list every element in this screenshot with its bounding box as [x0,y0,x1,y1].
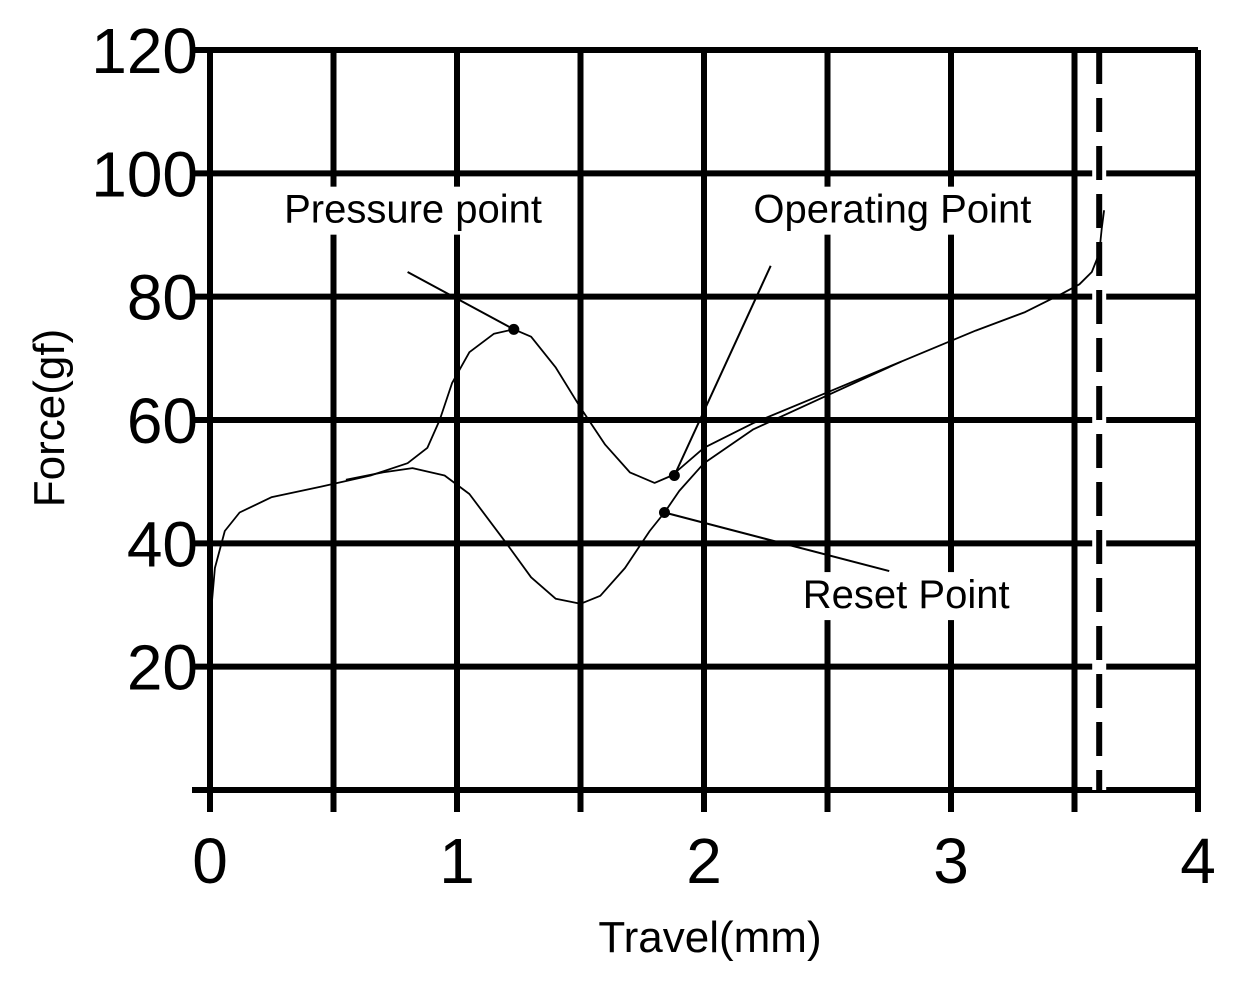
x-tick-label: 2 [686,825,722,897]
x-tick-label: 1 [439,825,475,897]
operating-leader-line [673,265,772,476]
y-tick-label: 40 [127,508,198,580]
reset-point-label: Reset Point [803,573,1010,617]
x-tick-label: 4 [1180,825,1216,897]
operating-point-label: Operating Point [753,188,1031,232]
operating-label-background [749,186,1036,235]
pressure-leader-line [407,271,515,331]
y-tick-label: 20 [127,632,198,704]
y-tick-label: 120 [91,15,198,87]
reset-point-marker [658,507,670,518]
curves [209,210,1105,624]
pressure-point-label: Pressure point [284,188,542,232]
annotations: Pressure point Operating Point Reset Point [280,186,1036,621]
y-axis-title: Force(gf) [25,329,74,507]
y-tick-label: 100 [91,138,198,210]
x-tick-label: 0 [192,825,228,897]
pressure-point-marker [508,323,520,335]
reset-leader-line [664,511,890,573]
release-curve [345,360,902,605]
press-curve [209,210,1105,624]
y-tick-label: 80 [127,262,198,334]
y-tick-label: 60 [127,385,198,457]
x-tick-label: 3 [933,825,969,897]
operating-point-marker [668,470,680,481]
y-tick-labels: 20 40 60 80 100 120 [91,15,198,704]
x-axis-title: Travel(mm) [598,913,821,962]
reset-label-background [798,572,1014,621]
pressure-label-background [280,186,547,235]
grid [192,47,1201,812]
x-tick-labels: 0 1 2 3 4 [192,825,1216,897]
